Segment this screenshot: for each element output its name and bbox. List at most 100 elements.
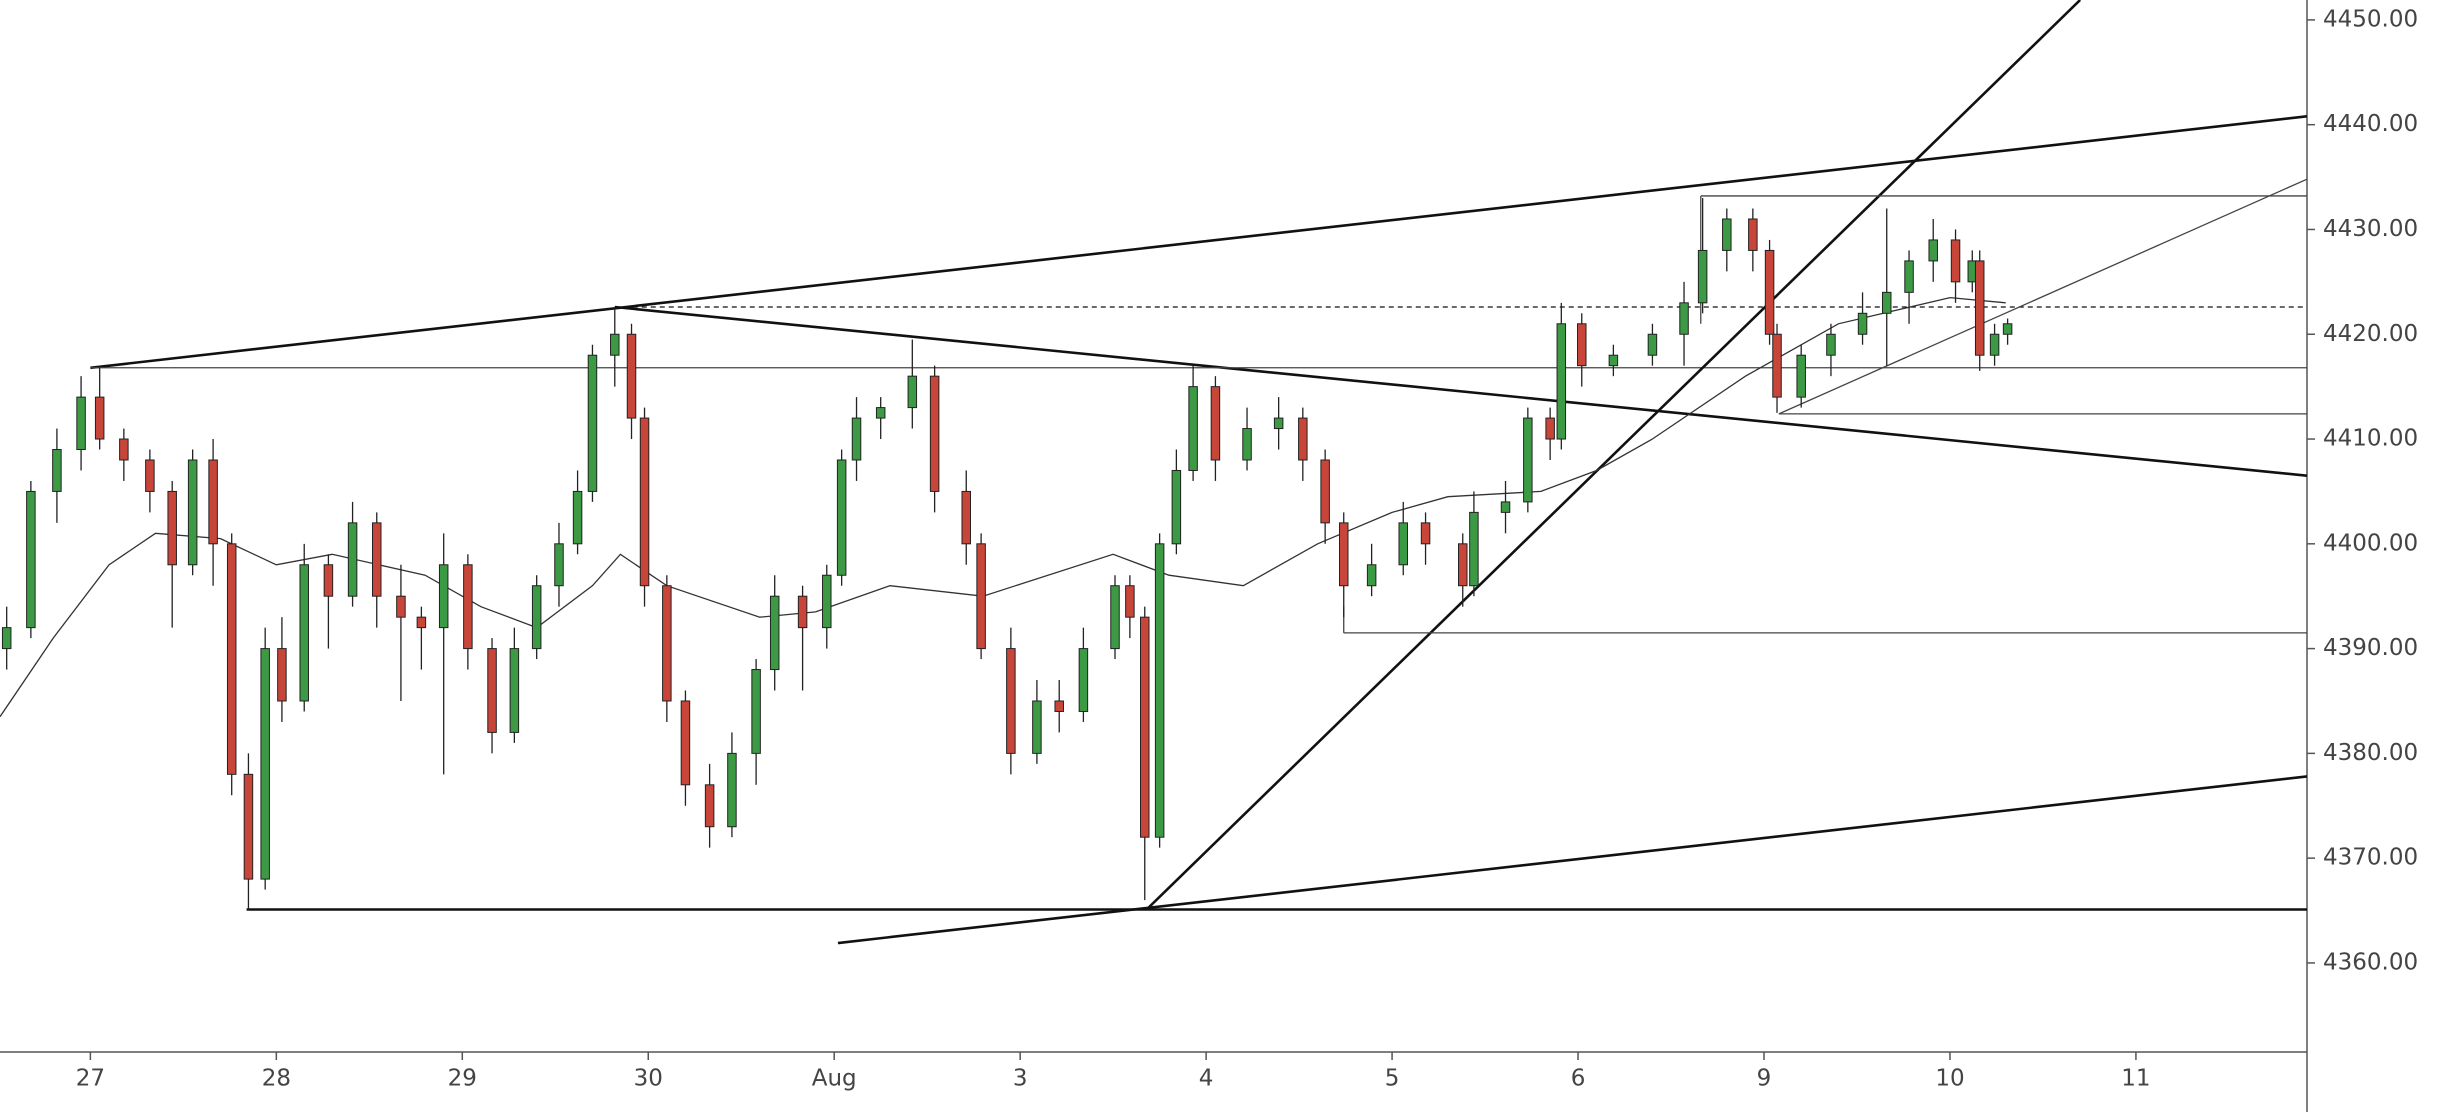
candle-body [1577,323,1587,367]
y-tick-label: 4390.00 [2323,635,2418,661]
trend-line [837,775,2307,945]
candle-body [1188,386,1198,471]
candle-body [396,595,406,618]
candle-body [347,522,358,597]
candle-body [907,375,918,409]
x-tick-label: 28 [262,1066,291,1092]
candle-body [1054,700,1064,712]
candle-body [1,627,12,650]
candle-body [226,543,237,775]
candle-body [208,459,218,545]
candle-body [1154,543,1165,838]
candle-body [1171,469,1182,545]
candle-body [1500,501,1511,513]
candle-body [1608,354,1619,367]
candle-body [94,396,105,440]
candle-body [822,574,832,629]
candle-body [680,700,691,786]
x-tick-label: 6 [1571,1066,1586,1092]
candle-body [1032,700,1042,754]
candle-body [1796,354,1806,398]
candle-body [836,459,847,576]
candle-body [572,490,583,545]
candle-body [26,490,36,629]
candle-body [704,784,715,828]
y-tick-label: 4360.00 [2323,949,2418,975]
candle-body [1904,260,1914,293]
x-tick-label: 4 [1199,1066,1214,1092]
candle-body [1273,417,1284,430]
y-tick-label: 4440.00 [2323,111,2418,137]
candle-body [260,648,270,880]
candle-body [1950,239,1961,283]
candle-body [277,648,287,702]
candle-body [1679,302,1689,335]
candle-body [323,564,334,597]
candle-body [1722,218,1732,251]
candle-body [1772,333,1782,398]
y-tick-label: 4370.00 [2323,845,2418,871]
candle-body [769,595,780,671]
candle-body [1556,323,1567,440]
candle-body [372,522,382,597]
candle-body [243,773,254,880]
candle-body [1140,616,1150,838]
candle-body [1748,218,1758,251]
candle-body [639,417,650,587]
candle-body [1110,585,1120,650]
candle-body [1647,333,1658,356]
candle-body [1928,239,1938,262]
y-tick-label: 4450.00 [2323,6,2418,32]
candle-body [167,490,177,566]
candle-body [961,490,971,545]
x-tick-label: 10 [1935,1066,1964,1092]
candle-body [662,585,672,702]
candle-body [1764,249,1775,335]
candle-body [1989,333,2000,356]
candle-body [1242,428,1252,461]
y-tick-label: 4410.00 [2323,426,2418,452]
candle-body [1523,417,1533,503]
candle-body [1320,459,1330,524]
candle-body [554,543,564,587]
candle-body [438,564,449,629]
candle-body [797,595,808,629]
candle-body [851,417,862,461]
candle-body [1469,511,1479,587]
candle-body [1826,333,1836,356]
x-tick-label: 27 [76,1066,105,1092]
candle-body [1457,543,1468,587]
candle-body [416,616,427,629]
y-tick-label: 4420.00 [2323,321,2418,347]
candle-body [1298,417,1308,461]
candle-body [727,752,737,828]
candle-body [929,375,940,492]
x-tick-label: 29 [448,1066,477,1092]
x-tick-label: 9 [1757,1066,1772,1092]
candle-body [1078,648,1089,712]
y-tick-label: 4380.00 [2323,740,2418,766]
candle-body [1545,417,1555,440]
y-tick-label: 4430.00 [2323,216,2418,242]
candle-body [1006,648,1016,754]
candle-body [626,333,637,419]
x-tick-label: 30 [634,1066,663,1092]
candle-body [751,669,761,754]
candle-body [463,564,473,650]
candle-body [187,459,198,566]
candle-body [1366,564,1377,587]
candle-body [1398,522,1408,566]
y-tick-label: 4400.00 [2323,530,2418,556]
trend-line [1145,0,2082,911]
candle-body [1125,585,1135,618]
candle-body [976,543,986,650]
candle-body [145,459,155,492]
trend-line [1778,178,2307,415]
candle-body [1210,386,1221,461]
candle-body [76,396,86,451]
candle-body [1974,260,1985,356]
candle-body [1697,249,1708,304]
x-tick-label: 11 [2121,1066,2150,1092]
moving-average-line [0,296,2006,718]
